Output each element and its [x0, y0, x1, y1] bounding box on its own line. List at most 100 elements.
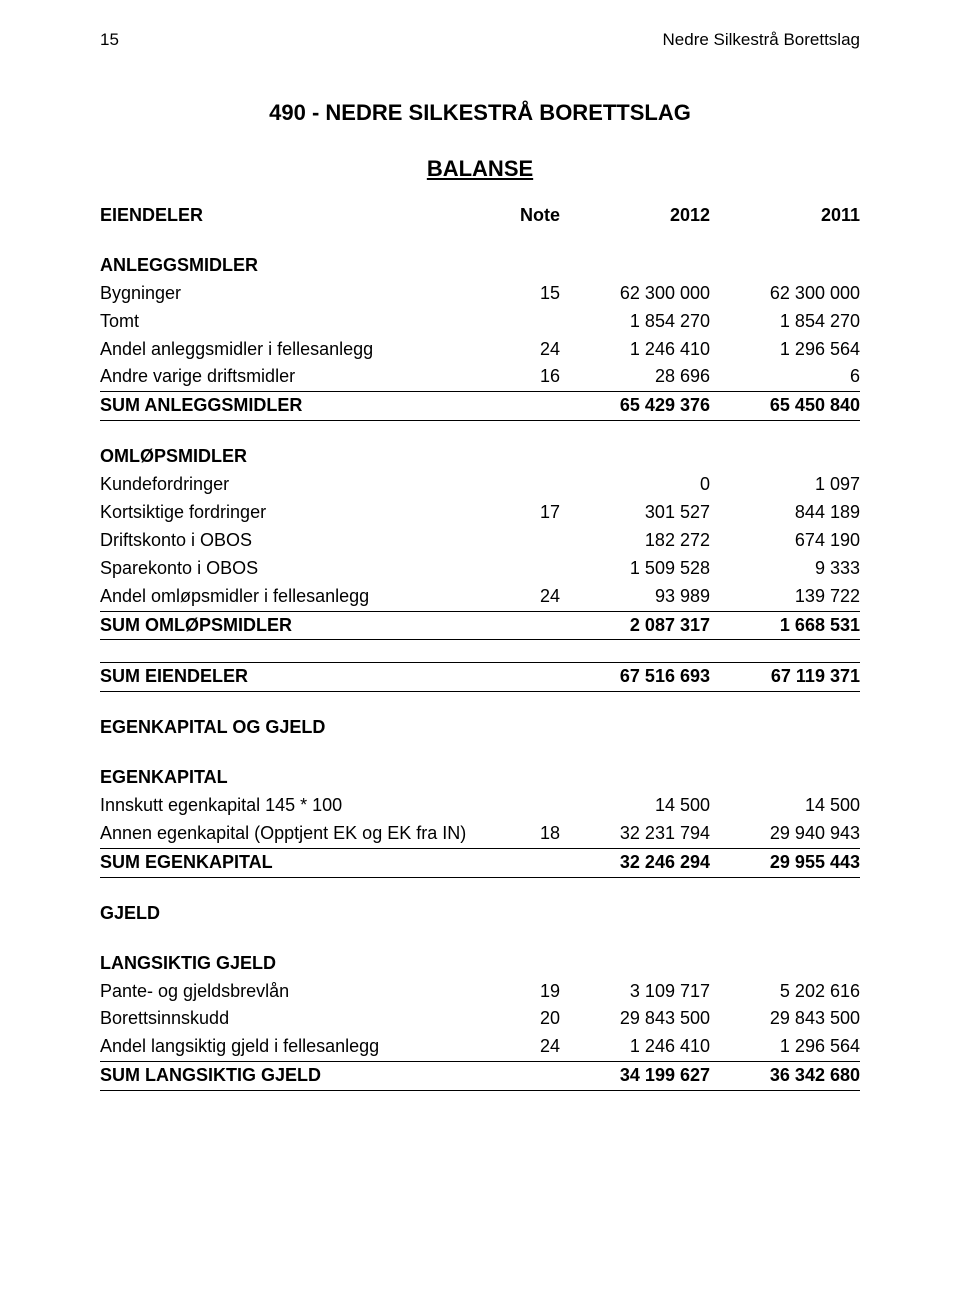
gjeld-heading: GJELD [100, 900, 860, 928]
row-value-a: 28 696 [560, 363, 710, 391]
sum-value-a: 32 246 294 [560, 849, 710, 877]
eiendeler-heading: EIENDELER [100, 202, 490, 230]
egenkapital-og-gjeld-heading: EGENKAPITAL OG GJELD [100, 714, 860, 742]
org-name: Nedre Silkestrå Borettslag [663, 30, 860, 50]
row-value-b: 9 333 [710, 555, 860, 583]
row-value-b: 674 190 [710, 527, 860, 555]
col-header-note: Note [490, 202, 560, 230]
sum-value-b: 36 342 680 [710, 1062, 860, 1090]
column-headers: EIENDELER Note 2012 2011 [100, 202, 860, 230]
sum-value-a: 65 429 376 [560, 392, 710, 420]
sum-value-a: 67 516 693 [560, 663, 710, 691]
row-value-a: 1 854 270 [560, 308, 710, 336]
sum-langsiktig-gjeld-row: SUM LANGSIKTIG GJELD 34 199 627 36 342 6… [100, 1061, 860, 1091]
row-label: Innskutt egenkapital 145 * 100 [100, 792, 490, 820]
row-label: Kundefordringer [100, 471, 490, 499]
row-note: 24 [490, 336, 560, 364]
table-row: Annen egenkapital (Opptjent EK og EK fra… [100, 820, 860, 848]
document-title: 490 - NEDRE SILKESTRÅ BORETTSLAG [100, 100, 860, 126]
row-label: Borettsinnskudd [100, 1005, 490, 1033]
page-container: 15 Nedre Silkestrå Borettslag 490 - NEDR… [0, 0, 960, 1131]
sum-value-a: 34 199 627 [560, 1062, 710, 1090]
row-note: 18 [490, 820, 560, 848]
sum-eiendeler-row: SUM EIENDELER 67 516 693 67 119 371 [100, 662, 860, 692]
sum-value-b: 1 668 531 [710, 612, 860, 640]
table-row: Tomt 1 854 2701 854 270 [100, 308, 860, 336]
table-row: Innskutt egenkapital 145 * 10014 50014 5… [100, 792, 860, 820]
sum-value-b: 65 450 840 [710, 392, 860, 420]
omlopsmidler-rows: Kundefordringer 01 097 Kortsiktige fordrin… [100, 471, 860, 610]
row-label: Kortsiktige fordringer [100, 499, 490, 527]
row-value-b: 844 189 [710, 499, 860, 527]
table-row: Andel langsiktig gjeld i fellesanlegg241… [100, 1033, 860, 1061]
row-note [490, 555, 560, 583]
row-value-b: 1 296 564 [710, 336, 860, 364]
row-label: Andel omløpsmidler i fellesanlegg [100, 583, 490, 611]
row-value-b: 5 202 616 [710, 978, 860, 1006]
row-value-b: 29 940 943 [710, 820, 860, 848]
egenkapital-rows: Innskutt egenkapital 145 * 10014 50014 5… [100, 792, 860, 848]
row-note [490, 471, 560, 499]
row-note: 16 [490, 363, 560, 391]
row-note [490, 792, 560, 820]
table-row: Bygninger1562 300 00062 300 000 [100, 280, 860, 308]
row-label: Annen egenkapital (Opptjent EK og EK fra… [100, 820, 490, 848]
sum-anleggsmidler-row: SUM ANLEGGSMIDLER 65 429 376 65 450 840 [100, 391, 860, 421]
section-label: EGENKAPITAL [100, 764, 490, 792]
row-note: 20 [490, 1005, 560, 1033]
document-subtitle: BALANSE [100, 156, 860, 182]
sum-label: SUM OMLØPSMIDLER [100, 612, 490, 640]
anleggsmidler-rows: Bygninger1562 300 00062 300 000Tomt 1 854… [100, 280, 860, 392]
sum-value-b: 29 955 443 [710, 849, 860, 877]
row-value-a: 14 500 [560, 792, 710, 820]
row-label: Andel langsiktig gjeld i fellesanlegg [100, 1033, 490, 1061]
row-value-a: 93 989 [560, 583, 710, 611]
col-header-year-b: 2011 [710, 202, 860, 230]
row-label: Pante- og gjeldsbrevlån [100, 978, 490, 1006]
row-value-b: 6 [710, 363, 860, 391]
section-label: ANLEGGSMIDLER [100, 252, 490, 280]
row-value-b: 1 097 [710, 471, 860, 499]
row-value-a: 3 109 717 [560, 978, 710, 1006]
langsiktig-gjeld-heading: LANGSIKTIG GJELD [100, 950, 860, 978]
row-label: Tomt [100, 308, 490, 336]
omlopsmidler-heading: OMLØPSMIDLER [100, 443, 860, 471]
table-row: Kundefordringer 01 097 [100, 471, 860, 499]
section-label: EGENKAPITAL OG GJELD [100, 714, 490, 742]
anleggsmidler-heading: ANLEGGSMIDLER [100, 252, 860, 280]
langsiktig-gjeld-rows: Pante- og gjeldsbrevlån193 109 7175 202 … [100, 978, 860, 1062]
row-value-a: 301 527 [560, 499, 710, 527]
row-value-b: 29 843 500 [710, 1005, 860, 1033]
section-label: OMLØPSMIDLER [100, 443, 490, 471]
table-row: Andel anleggsmidler i fellesanlegg241 24… [100, 336, 860, 364]
row-value-a: 0 [560, 471, 710, 499]
row-value-b: 62 300 000 [710, 280, 860, 308]
section-label: GJELD [100, 900, 490, 928]
page-header: 15 Nedre Silkestrå Borettslag [100, 30, 860, 50]
col-header-year-a: 2012 [560, 202, 710, 230]
sum-label: SUM LANGSIKTIG GJELD [100, 1062, 490, 1090]
sum-label: SUM EGENKAPITAL [100, 849, 490, 877]
row-value-a: 62 300 000 [560, 280, 710, 308]
sum-value-b: 67 119 371 [710, 663, 860, 691]
table-row: Sparekonto i OBOS1 509 5289 333 [100, 555, 860, 583]
row-value-a: 1 246 410 [560, 336, 710, 364]
row-value-a: 29 843 500 [560, 1005, 710, 1033]
row-label: Driftskonto i OBOS [100, 527, 490, 555]
row-note [490, 308, 560, 336]
table-row: Andel omløpsmidler i fellesanlegg2493 98… [100, 583, 860, 611]
sum-egenkapital-row: SUM EGENKAPITAL 32 246 294 29 955 443 [100, 848, 860, 878]
row-label: Andel anleggsmidler i fellesanlegg [100, 336, 490, 364]
sum-label: SUM ANLEGGSMIDLER [100, 392, 490, 420]
row-note: 19 [490, 978, 560, 1006]
row-value-a: 182 272 [560, 527, 710, 555]
row-value-b: 1 854 270 [710, 308, 860, 336]
row-note [490, 527, 560, 555]
sum-label: SUM EIENDELER [100, 663, 490, 691]
row-note: 24 [490, 1033, 560, 1061]
table-row: Andre varige driftsmidler1628 6966 [100, 363, 860, 391]
row-value-a: 1 246 410 [560, 1033, 710, 1061]
row-value-b: 139 722 [710, 583, 860, 611]
row-note: 17 [490, 499, 560, 527]
table-row: Driftskonto i OBOS 182 272674 190 [100, 527, 860, 555]
